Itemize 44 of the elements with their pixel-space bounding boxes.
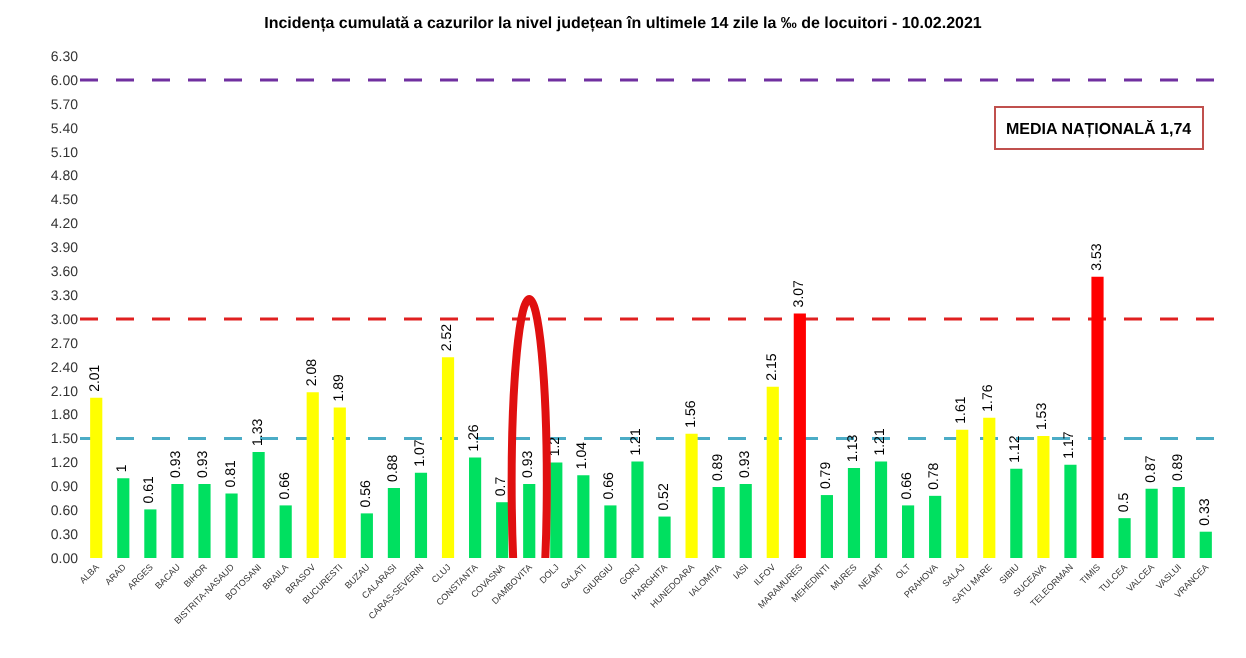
chart-title: Incidența cumulată a cazurilor la nivel județean în ultimele 14 zile la ‰ de locuitori - 10.02.2021 bbox=[264, 13, 983, 32]
bar bbox=[306, 392, 319, 558]
bar bbox=[90, 397, 103, 558]
bar bbox=[225, 493, 238, 558]
bar bbox=[739, 483, 752, 558]
bar bbox=[1199, 531, 1212, 558]
bar bbox=[550, 462, 563, 558]
bar bbox=[496, 502, 509, 558]
bar bbox=[1064, 464, 1077, 558]
bar bbox=[685, 433, 698, 558]
bar bbox=[171, 483, 184, 558]
bar bbox=[712, 487, 725, 558]
bar bbox=[523, 483, 536, 558]
bar bbox=[387, 487, 400, 558]
bar bbox=[983, 417, 996, 558]
bar bbox=[1091, 276, 1104, 558]
bar bbox=[144, 509, 157, 558]
bar bbox=[1145, 488, 1158, 558]
annotation: MEDIA NAȚIONALĂ 1,74 bbox=[1006, 118, 1193, 138]
bar bbox=[604, 505, 617, 558]
bar bbox=[577, 475, 590, 558]
bar bbox=[414, 472, 428, 558]
bar bbox=[847, 467, 861, 558]
bar bbox=[1037, 436, 1050, 558]
bar bbox=[198, 483, 211, 558]
bar bbox=[902, 505, 915, 558]
bar bbox=[441, 357, 455, 558]
bar bbox=[1118, 518, 1131, 558]
bar bbox=[820, 495, 833, 558]
bar bbox=[956, 429, 969, 558]
bar bbox=[1172, 487, 1185, 558]
bar bbox=[360, 513, 373, 558]
bar bbox=[929, 495, 942, 558]
bar bbox=[631, 461, 644, 558]
bar bbox=[333, 407, 346, 558]
bar bbox=[766, 386, 779, 558]
bar bbox=[469, 457, 482, 558]
bar bbox=[117, 478, 130, 558]
bar bbox=[279, 505, 292, 558]
bar bbox=[658, 516, 671, 558]
bar bbox=[1010, 468, 1023, 558]
bar bbox=[874, 461, 888, 558]
bar bbox=[252, 452, 265, 558]
bar bbox=[793, 313, 806, 558]
